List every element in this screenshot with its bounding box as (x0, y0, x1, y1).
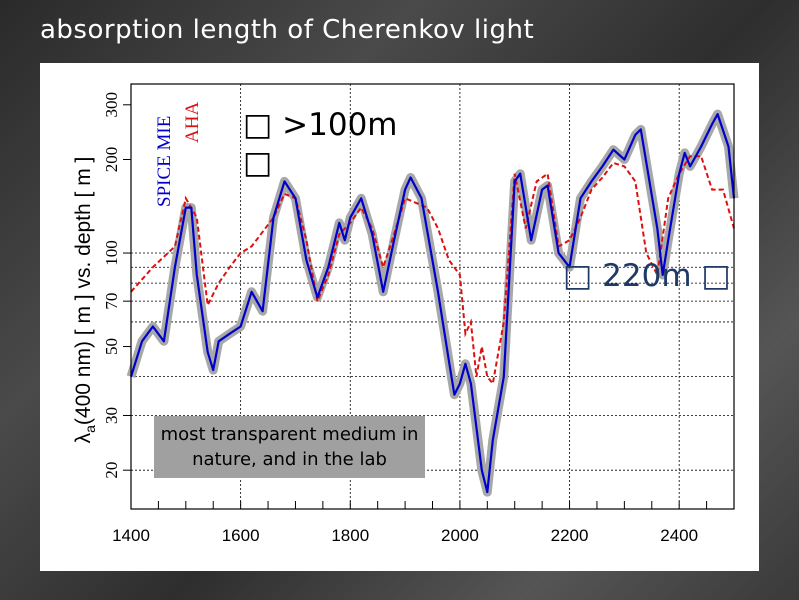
x-tick-label: 2200 (551, 526, 589, 545)
x-tick-label: 2000 (441, 526, 479, 545)
y-axis-label: λa(400 nm) [ m ] vs. depth [ m ] (72, 157, 98, 444)
x-tick-label: 2400 (660, 526, 698, 545)
spice-mie-line (129, 112, 736, 494)
y-tick-label: 30 (102, 407, 121, 424)
note-box (154, 416, 425, 478)
ylabel-sub: a (82, 425, 98, 433)
y-tick-label: 100 (102, 240, 121, 265)
legend-spice-mie: SPICE MIE (154, 116, 175, 207)
ticks: 1400 1600 1800 2000 2200 2400 20 30 50 70 100 200 30… (102, 92, 708, 545)
note-text: most transparent medium in nature, and i… (160, 424, 419, 470)
slide-title: absorption length of Cherenkov light (40, 15, 535, 45)
y-tick-label: 300 (102, 92, 121, 118)
y-tick-label: 70 (102, 293, 121, 310)
svg-text:λa(400 nm) [ m ] vs. depth [ m: λa(400 nm) [ m ] vs. depth [ m ] (72, 157, 98, 444)
x-tick-label: 1400 (112, 526, 150, 545)
series-layer (126, 109, 739, 497)
x-tick-label: 1800 (331, 526, 369, 545)
y-tick-label: 20 (102, 462, 121, 479)
annotation-100m: □ >100m □ (243, 107, 398, 181)
ylabel-lambda: λ (72, 432, 95, 443)
aha-line (130, 155, 735, 386)
x-tick-label: 1600 (222, 526, 260, 545)
ylabel-rest: (400 nm) [ m ] vs. depth [ m ] (72, 157, 95, 425)
annotation-220m: □ 220m □ (563, 258, 731, 294)
y-tick-label: 200 (102, 147, 121, 173)
chart-panel (40, 63, 759, 571)
y-tick-label: 50 (102, 338, 121, 355)
legend-aha: AHA (182, 102, 203, 143)
